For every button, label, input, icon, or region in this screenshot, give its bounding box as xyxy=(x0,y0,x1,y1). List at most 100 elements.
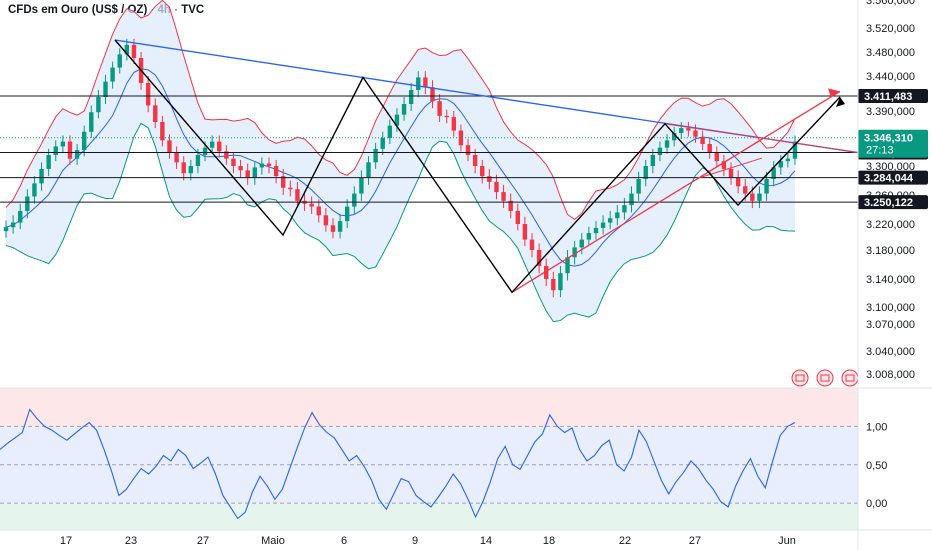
candle xyxy=(572,240,577,265)
candle xyxy=(565,250,570,281)
candle xyxy=(423,71,428,95)
candle xyxy=(281,168,286,195)
candle-body xyxy=(408,90,414,104)
candle-body xyxy=(707,144,712,153)
event-icon-circle xyxy=(791,369,809,387)
candle xyxy=(266,157,272,174)
level-price-tag: 3.411,483 xyxy=(858,88,928,103)
candle xyxy=(785,152,791,168)
rsi-axis-label: 0,50 xyxy=(866,460,887,472)
candle-body xyxy=(259,163,265,168)
candle-body xyxy=(337,221,343,232)
candle-body xyxy=(96,97,101,113)
candle-body xyxy=(188,166,194,174)
bollinger-upper xyxy=(5,0,796,221)
candle-body xyxy=(387,125,393,138)
level-price-tag: 3.250,122 xyxy=(858,195,928,210)
candle-body xyxy=(416,77,421,90)
level-tag-bg xyxy=(858,88,928,103)
candle-body xyxy=(266,163,272,166)
candle xyxy=(764,171,769,201)
economic-event-icon xyxy=(816,369,834,387)
event-icon-circle xyxy=(841,369,859,387)
candle-body xyxy=(160,122,165,141)
candle xyxy=(245,163,250,185)
candle xyxy=(586,226,592,247)
candle xyxy=(636,171,641,201)
candle-body xyxy=(181,162,186,174)
symbol-name: CFDs em Ouro (US$ / OZ) xyxy=(8,4,148,16)
candle-body xyxy=(281,176,286,188)
price-axis-label: 3.140,000 xyxy=(866,274,915,286)
bollinger-middle xyxy=(5,68,796,267)
candle-body xyxy=(89,112,94,132)
candle-body xyxy=(544,265,549,279)
candle xyxy=(529,233,535,258)
candle xyxy=(558,265,563,298)
candle xyxy=(444,109,449,124)
candle-body xyxy=(252,167,257,178)
bollinger-lower xyxy=(5,122,796,323)
rsi-line xyxy=(0,408,796,520)
candle xyxy=(145,76,151,113)
candle xyxy=(174,146,179,169)
rsi-overbought-zone xyxy=(0,388,858,427)
candle xyxy=(629,186,634,213)
candle xyxy=(224,145,229,165)
candle xyxy=(39,162,44,191)
candle-body xyxy=(3,227,9,232)
candle xyxy=(359,170,364,201)
candle-body xyxy=(437,101,442,116)
candle-body xyxy=(124,44,130,55)
candle xyxy=(160,115,165,147)
price-axis-label: 3.520,000 xyxy=(866,23,915,35)
wedge-line xyxy=(511,90,841,293)
candle-body xyxy=(60,141,66,147)
candle-body xyxy=(430,87,435,102)
candle xyxy=(607,210,613,230)
candle xyxy=(458,124,464,152)
candle-body xyxy=(487,176,492,182)
wedge-arrowhead xyxy=(828,88,840,98)
candle xyxy=(721,155,727,177)
candle xyxy=(622,197,627,220)
current-price-bg xyxy=(858,129,928,158)
candle xyxy=(344,199,350,228)
price-axis-label: 3.220,000 xyxy=(866,219,915,231)
candle xyxy=(408,83,414,111)
event-icon-flag xyxy=(820,374,830,382)
x-axis-label: Jun xyxy=(778,535,796,547)
economic-event-icon xyxy=(791,369,809,387)
economic-event-icon[interactable] xyxy=(841,369,859,387)
candle-body xyxy=(103,81,108,97)
wedge-upper-line xyxy=(664,123,859,154)
candle-body xyxy=(679,128,684,133)
candle-body xyxy=(757,193,762,201)
candle xyxy=(60,135,66,153)
candle-body xyxy=(380,137,385,149)
candle-body xyxy=(330,225,336,232)
candle xyxy=(480,159,485,184)
candle xyxy=(501,184,506,209)
candle xyxy=(10,215,16,234)
x-axis-label: 27 xyxy=(197,535,209,547)
level-tag-label: 3.284,044 xyxy=(864,173,914,185)
candle xyxy=(671,126,677,147)
candle xyxy=(117,48,122,74)
level-tag-bg xyxy=(858,195,928,210)
candle-body xyxy=(693,130,698,137)
candle xyxy=(664,134,670,154)
price-axis-label: 3.390,000 xyxy=(866,106,915,118)
candle-body xyxy=(288,187,293,190)
candle-body xyxy=(600,222,606,228)
candle xyxy=(96,90,101,119)
candle-body xyxy=(394,114,400,126)
candle-body xyxy=(494,181,499,193)
candle xyxy=(707,137,712,159)
level-tag-label: 3.250,122 xyxy=(864,197,913,209)
x-axis-label: 17 xyxy=(60,535,72,547)
candle-body xyxy=(202,147,208,155)
candle-body xyxy=(67,141,73,159)
